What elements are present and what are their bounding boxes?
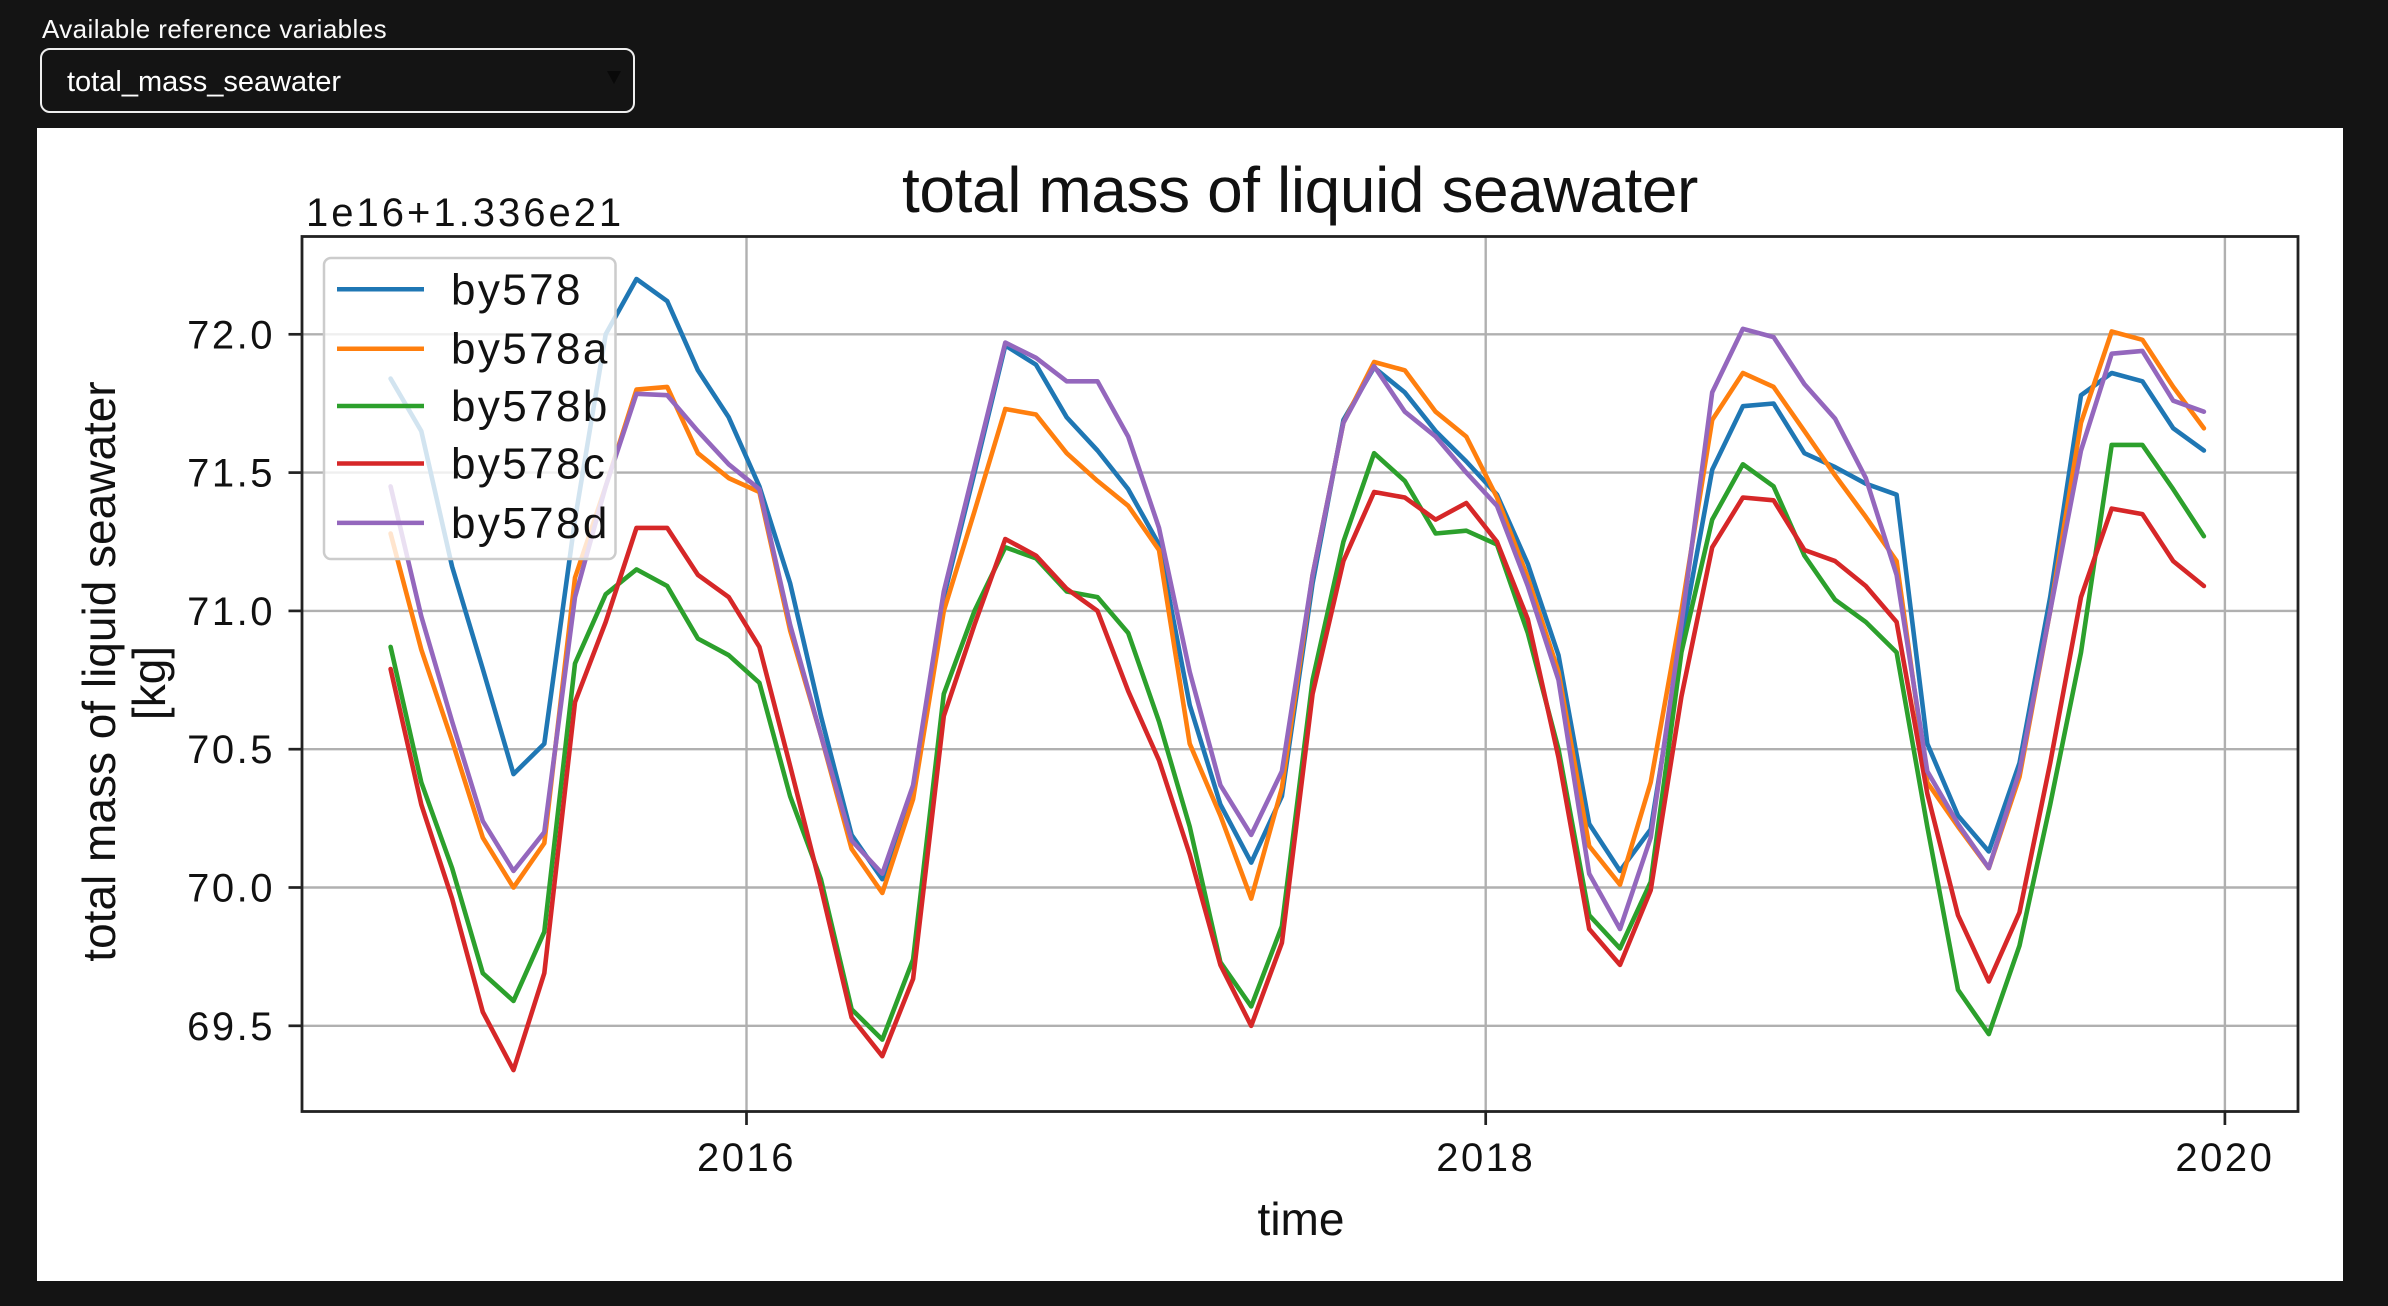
svg-text:by578d: by578d bbox=[451, 499, 610, 548]
svg-text:72.0: 72.0 bbox=[187, 313, 275, 357]
svg-text:71.0: 71.0 bbox=[187, 590, 275, 634]
svg-text:71.5: 71.5 bbox=[187, 452, 275, 496]
svg-text:total mass of liquid seawater: total mass of liquid seawater bbox=[73, 381, 125, 961]
svg-text:time: time bbox=[1258, 1193, 1345, 1245]
svg-text:70.5: 70.5 bbox=[187, 728, 275, 772]
svg-text:2018: 2018 bbox=[1436, 1136, 1535, 1180]
svg-text:by578: by578 bbox=[451, 265, 583, 314]
svg-text:70.0: 70.0 bbox=[187, 867, 275, 911]
svg-text:by578c: by578c bbox=[451, 440, 607, 489]
svg-text:2016: 2016 bbox=[697, 1136, 796, 1180]
svg-text:by578a: by578a bbox=[451, 325, 610, 374]
svg-text:[kg]: [kg] bbox=[123, 646, 175, 720]
svg-text:total mass of liquid seawater: total mass of liquid seawater bbox=[902, 154, 1698, 226]
svg-text:1e16+1.336e21: 1e16+1.336e21 bbox=[306, 191, 624, 235]
svg-text:2020: 2020 bbox=[2175, 1136, 2274, 1180]
svg-text:69.5: 69.5 bbox=[187, 1005, 275, 1049]
svg-text:by578b: by578b bbox=[451, 382, 610, 431]
